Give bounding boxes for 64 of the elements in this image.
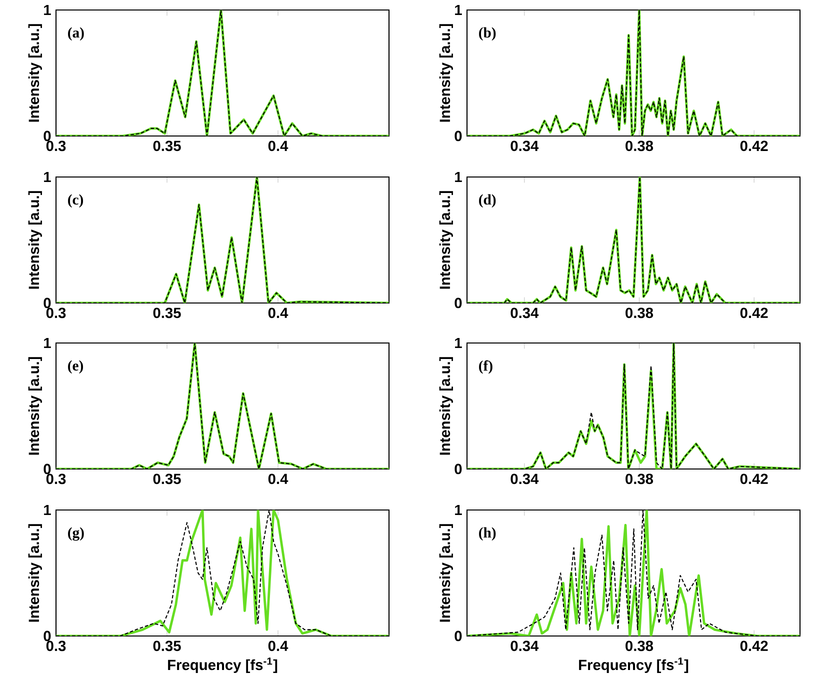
x-tick-label: 0.3 xyxy=(46,308,66,318)
y-tick-label: 1 xyxy=(455,504,462,516)
y-tick-label: 0 xyxy=(44,630,51,642)
x-tick-label: 0.38 xyxy=(626,140,654,152)
x-tick-label: 0.35 xyxy=(153,640,181,652)
y-tick-label: 1 xyxy=(455,172,462,182)
annotation: (a) xyxy=(68,27,84,41)
y-tick-label: 0 xyxy=(454,130,462,142)
x-tick-label: 0.4 xyxy=(268,308,288,318)
annotation: (d) xyxy=(479,194,496,208)
annotation: (b) xyxy=(479,27,496,41)
y-tick-label: 0 xyxy=(44,130,51,142)
x-axis-title: Frequency [fs$^{-1}$] xyxy=(168,658,278,673)
y-tick-label: 0 xyxy=(454,298,462,308)
x-tick-label: 0.42 xyxy=(740,640,768,652)
y-tick-label: 1 xyxy=(44,172,51,182)
x-tick-label: 0.4 xyxy=(268,140,288,152)
y-tick-label: 1 xyxy=(44,504,51,516)
y-axis-title: Intensity [a.u.] xyxy=(28,357,42,455)
y-axis-title: Intensity [a.u.] xyxy=(28,524,42,622)
x-tick-label: 0.42 xyxy=(740,474,768,484)
x-tick-label: 0.38 xyxy=(626,640,654,652)
x-tick-label: 0.34 xyxy=(510,640,539,652)
x-tick-label: 0.4 xyxy=(268,640,288,652)
x-tick-label: 0.34 xyxy=(510,308,539,318)
x-tick-label: 0.34 xyxy=(510,140,539,152)
x-axis-title: Frequency [fs$^{-1}$] xyxy=(579,658,688,673)
x-tick-label: 0.34 xyxy=(510,474,539,484)
y-tick-label: 0 xyxy=(44,298,51,308)
line-series xyxy=(467,510,800,636)
y-axis-title: Intensity [a.u.] xyxy=(439,357,453,455)
x-tick-label: 0.3 xyxy=(46,474,66,484)
x-tick-label: 0.42 xyxy=(740,140,768,152)
y-axis-title: Intensity [a.u.] xyxy=(439,524,453,622)
y-axis-title: Intensity [a.u.] xyxy=(28,191,42,289)
y-tick-label: 0 xyxy=(44,464,51,474)
annotation: (f) xyxy=(479,360,492,374)
y-tick-label: 1 xyxy=(44,4,51,16)
y-tick-label: 0 xyxy=(454,464,462,474)
line-series xyxy=(467,10,800,136)
x-tick-label: 0.35 xyxy=(153,308,181,318)
x-tick-label: 0.35 xyxy=(153,474,181,484)
line-series xyxy=(56,342,390,469)
y-axis-title: Intensity [a.u.] xyxy=(439,191,453,289)
y-tick-label: 1 xyxy=(455,4,462,16)
x-tick-label: 0.4 xyxy=(268,474,288,484)
annotation: (c) xyxy=(68,194,84,208)
y-axis-title: Intensity [a.u.] xyxy=(439,24,453,122)
annotation: (h) xyxy=(479,527,496,541)
line-series xyxy=(467,342,800,469)
y-tick-label: 0 xyxy=(454,630,462,642)
annotation: (g) xyxy=(68,527,84,541)
line-series xyxy=(56,510,390,636)
y-axis-title: Intensity [a.u.] xyxy=(28,24,42,122)
x-tick-label: 0.42 xyxy=(740,308,768,318)
x-tick-label: 0.35 xyxy=(153,140,181,152)
x-tick-label: 0.38 xyxy=(626,308,654,318)
y-tick-label: 1 xyxy=(455,338,462,348)
line-series xyxy=(467,176,800,303)
annotation: (e) xyxy=(68,360,84,374)
x-tick-label: 0.38 xyxy=(626,474,654,484)
y-tick-label: 1 xyxy=(44,338,51,348)
x-tick-label: 0.3 xyxy=(46,640,66,652)
x-tick-label: 0.3 xyxy=(46,140,66,152)
